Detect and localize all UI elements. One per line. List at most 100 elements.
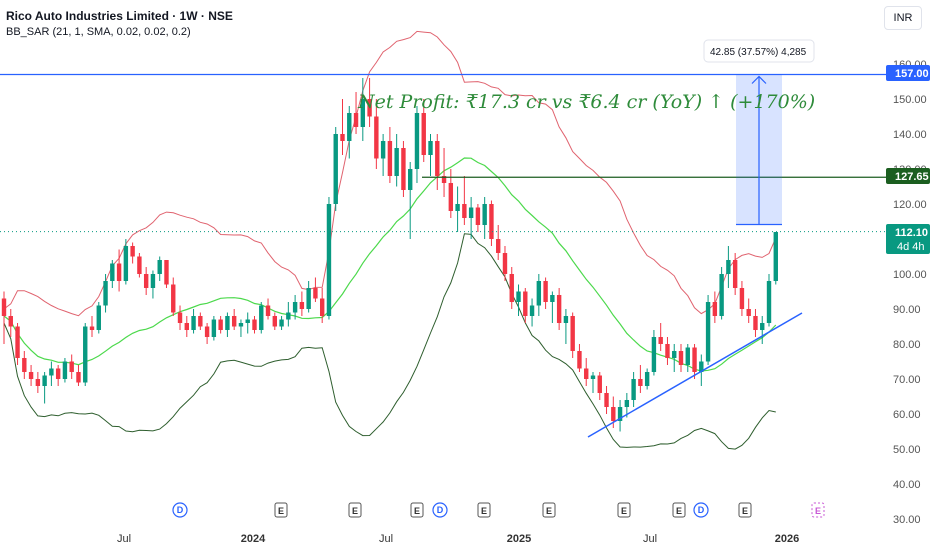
- countdown-text: 4d 4h: [897, 241, 925, 253]
- candle: [204, 323, 210, 344]
- candle: [448, 169, 454, 218]
- candle: [394, 134, 399, 187]
- measure-arrowhead: [751, 75, 767, 84]
- candle: [164, 260, 169, 288]
- dividend-event-marker[interactable]: D: [172, 502, 188, 518]
- candle: [28, 365, 34, 386]
- drawings: [0, 73, 886, 438]
- price-label-157-text: 157.00: [895, 68, 929, 80]
- candle: [584, 358, 589, 386]
- symbol-title[interactable]: Rico Auto Industries Limited · 1W · NSE: [6, 9, 233, 23]
- candle: [225, 312, 230, 337]
- x-tick-label: Jul: [379, 533, 393, 545]
- earnings-event-marker[interactable]: E: [348, 502, 362, 518]
- candle: [313, 277, 318, 302]
- candle: [55, 365, 61, 386]
- candle: [380, 134, 386, 176]
- earnings-event-marker[interactable]: E: [672, 502, 686, 518]
- upper-band-line: [3, 30, 777, 317]
- candle: [746, 298, 751, 323]
- candle: [543, 277, 548, 309]
- x-tick-label: Jul: [643, 533, 657, 545]
- candle: [705, 295, 711, 365]
- candle: [279, 316, 284, 330]
- candle: [340, 99, 345, 155]
- candle: [306, 281, 311, 313]
- measure-label: 42.85 (37.57%) 4,285: [710, 47, 807, 58]
- candle: [326, 197, 332, 320]
- dividend-event-marker[interactable]: D: [432, 502, 448, 518]
- candle: [319, 288, 325, 323]
- candle: [726, 246, 731, 288]
- candle: [699, 354, 704, 386]
- candle: [123, 239, 129, 285]
- svg-text:E: E: [481, 506, 487, 516]
- y-tick-label: 100.00: [893, 269, 927, 281]
- candle: [719, 267, 724, 320]
- svg-text:D: D: [698, 505, 705, 515]
- candle: [509, 267, 514, 309]
- earnings-event-marker[interactable]: E: [811, 502, 825, 518]
- candle: [360, 78, 366, 141]
- earnings-event-marker[interactable]: E: [542, 502, 556, 518]
- candle: [665, 337, 670, 365]
- earnings-event-marker[interactable]: E: [617, 502, 631, 518]
- candle: [401, 141, 406, 197]
- dividend-event-marker[interactable]: D: [693, 502, 709, 518]
- candle: [137, 253, 142, 278]
- candle: [8, 309, 13, 337]
- svg-text:E: E: [546, 506, 552, 516]
- earnings-event-marker[interactable]: E: [274, 502, 288, 518]
- candle: [184, 316, 189, 337]
- y-tick-label: 120.00: [893, 199, 927, 211]
- candle: [482, 197, 487, 239]
- candle: [265, 298, 271, 320]
- candle: [333, 127, 338, 211]
- earnings-event-marker[interactable]: E: [477, 502, 491, 518]
- y-tick-label: 30.00: [893, 514, 921, 526]
- candle: [252, 316, 257, 334]
- candle: [428, 134, 433, 176]
- earnings-event-marker[interactable]: E: [410, 502, 424, 518]
- earnings-event-marker[interactable]: E: [738, 502, 752, 518]
- candle: [191, 309, 196, 334]
- candle: [177, 305, 183, 330]
- candle: [286, 302, 291, 327]
- candle: [468, 197, 474, 239]
- currency-button[interactable]: INR: [884, 6, 922, 30]
- y-tick-label: 90.00: [893, 304, 921, 316]
- candle: [644, 368, 650, 390]
- candle: [110, 260, 115, 288]
- candles: [1, 78, 778, 432]
- candle: [685, 344, 690, 372]
- measure-label-box[interactable]: 42.85 (37.57%) 4,285: [703, 39, 815, 63]
- candle: [658, 323, 663, 351]
- price-label-127: 127.65: [886, 168, 930, 184]
- svg-text:E: E: [676, 506, 682, 516]
- candle: [496, 225, 501, 260]
- candle: [1, 291, 7, 344]
- net-profit-annotation[interactable]: Net Profit: ₹17.3 cr vs ₹6.4 cr (YoY) ↑ …: [357, 91, 815, 113]
- y-tick-label: 140.00: [893, 129, 927, 141]
- candle: [773, 232, 778, 285]
- candle: [590, 372, 596, 393]
- candle: [414, 106, 420, 183]
- candle: [259, 302, 264, 334]
- y-tick-label: 150.00: [893, 94, 927, 106]
- candle: [753, 309, 758, 337]
- candle: [766, 274, 772, 327]
- candle: [83, 323, 88, 386]
- trendline[interactable]: [587, 312, 803, 438]
- candle: [651, 330, 657, 376]
- price-label-157: 157.00: [886, 65, 930, 81]
- candle: [292, 295, 298, 320]
- candle: [739, 281, 745, 316]
- candle: [272, 312, 277, 330]
- candle: [387, 127, 393, 183]
- middle-band-line: [3, 157, 777, 372]
- indicator-label[interactable]: BB_SAR (21, 1, SMA, 0.02, 0.02, 0.2): [6, 26, 191, 38]
- candle: [712, 291, 718, 323]
- candle: [638, 365, 643, 393]
